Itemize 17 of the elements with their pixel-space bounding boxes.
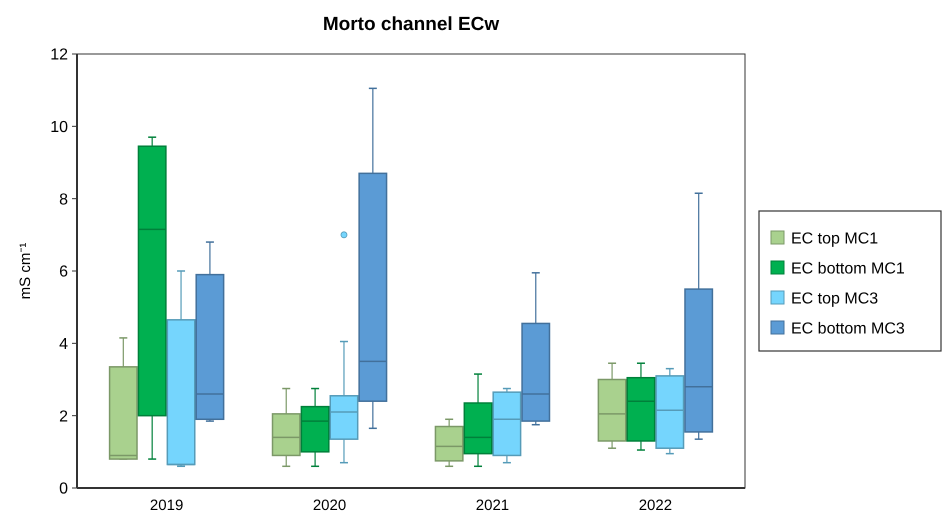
y-tick-label: 8 [59,191,68,208]
legend-label: EC bottom MC1 [791,260,905,278]
legend-label: EC top MC3 [791,290,878,308]
x-tick-label: 2022 [638,497,672,514]
y-tick-label: 2 [59,408,68,426]
y-tick-label: 10 [50,118,68,136]
x-tick-label: 2019 [150,497,184,514]
y-tick-label: 4 [59,336,68,353]
x-tick-label: 2020 [312,497,346,514]
y-tick-label: 0 [59,480,68,498]
chart-title: Morto channel ECw [322,14,500,35]
y-axis-title: mS cm⁻¹ [17,242,34,300]
legend-label: EC top MC1 [791,230,878,248]
y-tick-label: 6 [59,264,68,281]
y-tick-label: 12 [50,46,68,64]
legend-label: EC bottom MC3 [791,320,905,338]
x-tick-label: 2021 [476,497,510,514]
